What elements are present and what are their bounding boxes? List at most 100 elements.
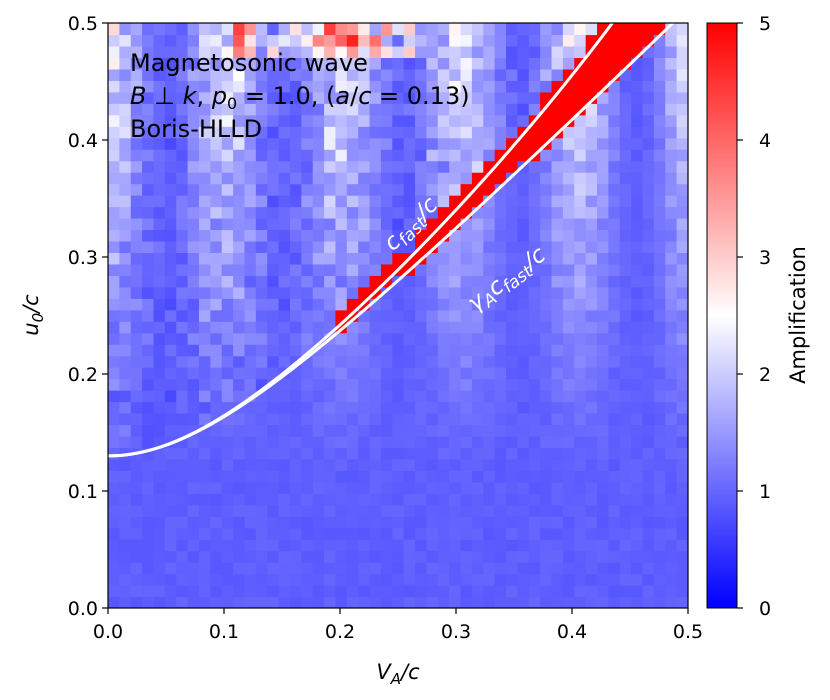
heatmap-cell — [528, 321, 541, 334]
heatmap-cell — [437, 114, 450, 127]
heatmap-cell — [301, 493, 314, 506]
heatmap-cell — [551, 309, 564, 322]
heatmap-cell — [221, 527, 234, 540]
heatmap-cell — [380, 195, 393, 208]
heatmap-cell — [289, 114, 302, 127]
heatmap-cell — [198, 504, 211, 517]
heatmap-cell — [358, 137, 371, 150]
heatmap-cell — [460, 57, 473, 70]
heatmap-cell — [619, 183, 632, 196]
heatmap-cell — [278, 149, 291, 162]
heatmap-cell — [528, 23, 541, 36]
heatmap-cell — [415, 34, 428, 47]
heatmap-cell — [585, 68, 598, 81]
heatmap-cell — [585, 321, 598, 334]
heatmap-cell — [585, 183, 598, 196]
heatmap-cell — [119, 596, 132, 608]
heatmap-cell — [358, 470, 371, 483]
heatmap-cell — [153, 195, 166, 208]
y-tick-label: 0.1 — [68, 481, 98, 503]
heatmap-cell — [392, 573, 405, 586]
heatmap-cell — [540, 401, 553, 414]
heatmap-cell — [198, 34, 211, 47]
heatmap-cell — [301, 68, 314, 81]
heatmap-cell — [278, 229, 291, 242]
heatmap-cell — [642, 539, 655, 552]
heatmap-cell — [562, 91, 575, 104]
heatmap-cell — [494, 195, 507, 208]
heatmap-cell — [142, 68, 155, 81]
heatmap-cell — [437, 126, 450, 139]
heatmap-cell — [164, 68, 177, 81]
heatmap-cell — [506, 195, 519, 208]
heatmap-cell — [369, 321, 382, 334]
heatmap-cell — [392, 447, 405, 460]
heatmap-cell — [403, 206, 416, 219]
heatmap-cell — [346, 183, 359, 196]
heatmap-cell — [506, 183, 519, 196]
heatmap-cell — [324, 378, 337, 391]
heatmap-cell — [369, 481, 382, 494]
heatmap-cell — [176, 527, 189, 540]
heatmap-cell — [187, 504, 200, 517]
heatmap-cell — [142, 23, 155, 36]
heatmap-cell — [528, 562, 541, 575]
heatmap-cell — [608, 252, 621, 265]
heatmap-cell — [380, 516, 393, 529]
heatmap-cell — [312, 23, 325, 36]
heatmap-cell — [415, 470, 428, 483]
heatmap-cell — [528, 91, 541, 104]
heatmap-cell — [278, 378, 291, 391]
heatmap-cell — [426, 493, 439, 506]
heatmap-cell — [562, 504, 575, 517]
heatmap-cell — [130, 493, 143, 506]
heatmap-cell — [176, 435, 189, 449]
heatmap-cell — [483, 355, 496, 368]
heatmap-cell — [210, 45, 223, 59]
x-axis: 0.0 0.1 0.2 0.3 0.4 0.5 — [93, 608, 703, 643]
heatmap-cell — [244, 309, 257, 322]
heatmap-cell — [267, 355, 280, 368]
heatmap-cell — [528, 275, 541, 288]
heatmap-cell — [471, 218, 484, 231]
heatmap-cell — [324, 218, 337, 231]
heatmap-cell — [392, 206, 405, 219]
heatmap-cell — [540, 585, 553, 598]
heatmap-cell — [631, 458, 644, 471]
y-axis-title: u0/c — [19, 294, 47, 336]
heatmap-cell — [540, 252, 553, 265]
heatmap-cell — [142, 355, 155, 368]
heatmap-cell — [608, 470, 621, 483]
heatmap-cell — [642, 263, 655, 276]
heatmap-cell — [187, 23, 200, 36]
heatmap-cell — [324, 435, 337, 449]
heatmap-cell — [380, 562, 393, 575]
heatmap-cell — [562, 390, 575, 403]
heatmap-cell — [642, 218, 655, 231]
heatmap-cell — [403, 585, 416, 598]
heatmap-cell — [130, 390, 143, 403]
heatmap-cell — [483, 516, 496, 529]
heatmap-cell — [483, 286, 496, 299]
heatmap-cell — [380, 137, 393, 150]
heatmap-cell — [119, 240, 132, 254]
heatmap-cell — [471, 562, 484, 575]
heatmap-cell — [346, 218, 359, 231]
heatmap-cell — [437, 435, 450, 449]
heatmap-cell — [278, 68, 291, 81]
heatmap-cell — [437, 34, 450, 47]
heatmap-cell — [585, 596, 598, 608]
heatmap-cell — [528, 126, 541, 139]
heatmap-cell — [210, 550, 223, 563]
heatmap-cell — [358, 355, 371, 368]
heatmap-cell — [380, 596, 393, 608]
heatmap-cell — [562, 332, 575, 345]
heatmap-cell — [665, 160, 678, 173]
heatmap-cell — [176, 550, 189, 563]
heatmap-cell — [631, 172, 644, 185]
heatmap-cell — [312, 596, 325, 608]
heatmap-cell — [653, 195, 666, 208]
heatmap-cell — [392, 309, 405, 322]
heatmap-cell — [585, 149, 598, 162]
heatmap-cell — [483, 413, 496, 426]
